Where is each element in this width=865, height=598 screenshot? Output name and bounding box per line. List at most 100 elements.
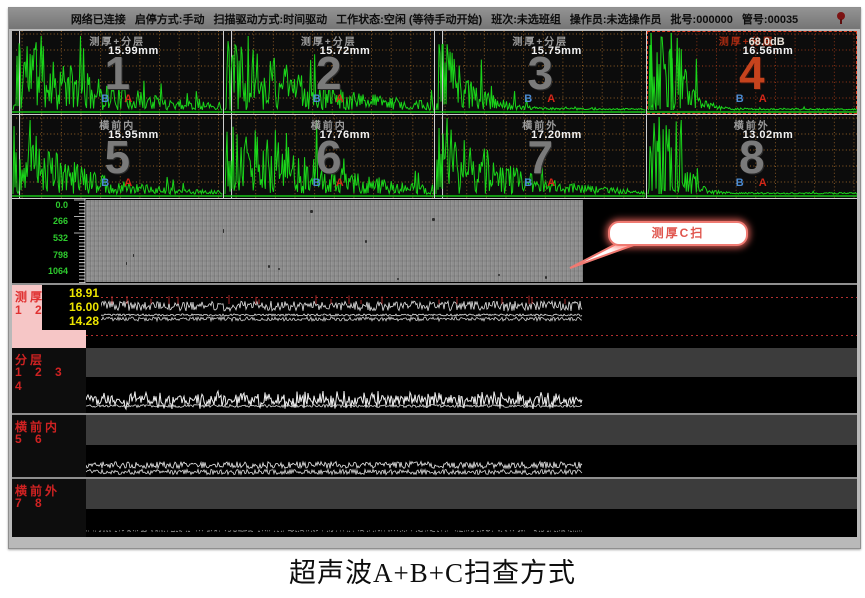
status-network: 网络已连接	[70, 13, 126, 26]
bscan-trace-area	[86, 348, 857, 413]
cscan-indication-speck	[223, 229, 225, 233]
bscan-gray-band	[86, 415, 857, 445]
cscan-indication-speck	[432, 218, 435, 222]
ascan-panel-3[interactable]: 测厚+分层 15.75mm 3 B A	[435, 31, 646, 114]
cscan-indication-speck	[310, 210, 314, 214]
cscan-ruler	[74, 199, 86, 283]
gate-b-marker: B	[101, 93, 111, 105]
channel-mode-label: 测厚+分层	[300, 37, 357, 48]
strip-label: 测厚 1 2 3 18.91 16.00 14.28	[12, 285, 101, 348]
cscan-axis: 0.0 266 532 798 1064	[12, 199, 70, 283]
ascan-waveform	[646, 31, 857, 114]
channel-number: 4	[738, 47, 765, 99]
status-work-state: 工作状态:空闲 (等待手动开始)	[336, 13, 483, 26]
gate-b-marker: B	[735, 177, 745, 189]
strip-name: 横前内	[15, 420, 61, 434]
cscan-indication-speck	[126, 262, 128, 266]
bscan-noise-trace	[86, 460, 583, 476]
cscan-indication-speck	[544, 276, 548, 279]
channel-number: 1	[104, 47, 131, 99]
gate-b-marker: B	[101, 177, 111, 189]
ascan-waveform	[12, 31, 223, 114]
gate-a-marker: A	[335, 177, 345, 189]
bscan-noise-trace	[86, 529, 583, 533]
gate-b-marker: B	[524, 93, 534, 105]
alarm-threshold-line	[86, 335, 857, 336]
thickness-readout: 16.56mm	[742, 45, 794, 57]
thickness-readout: 15.99mm	[108, 45, 159, 57]
axis-tick-label: 266	[52, 216, 68, 226]
bscan-noise-trace	[86, 389, 583, 411]
gate-a-marker: A	[758, 93, 768, 105]
channel-mode-label: 横前内	[99, 121, 136, 132]
divider	[12, 283, 857, 285]
gain-readout: 68.0dB	[748, 36, 785, 48]
cscan-indication-speck	[278, 267, 281, 271]
gate-b-marker: B	[524, 177, 534, 189]
bscan-noise-trace	[86, 295, 583, 323]
thickness-value: 14.28	[68, 314, 99, 328]
strip-label: 横前外 7 8	[12, 479, 86, 537]
cscan-image[interactable]	[86, 200, 583, 282]
strip-label: 分层 1 2 3 4	[12, 348, 86, 413]
strip-name: 分层	[15, 353, 46, 367]
channel-mode-label: 横前外	[522, 121, 559, 132]
strip-channels: 5 6	[15, 432, 47, 446]
pin-icon	[837, 12, 845, 24]
callout-tail	[569, 241, 643, 269]
channel-number: 6	[315, 131, 342, 183]
thickness-values: 18.91 16.00 14.28	[42, 285, 101, 330]
bscan-strip-transverse-inner[interactable]: 横前内 5 6	[12, 415, 857, 477]
bscan-strip-delamination[interactable]: 分层 1 2 3 4	[12, 348, 857, 413]
cscan-indication-speck	[396, 277, 399, 280]
channel-mode-label: 横前外	[733, 121, 770, 132]
channel-number: 7	[527, 131, 554, 183]
alarm-threshold-line	[86, 297, 857, 298]
ascan-waveform	[223, 31, 434, 114]
divider	[12, 477, 857, 479]
channel-number: 2	[315, 47, 342, 99]
gate-b-marker: B	[735, 93, 745, 105]
status-batch-number: 批号:000000	[670, 13, 733, 26]
bscan-trace-area	[86, 479, 857, 537]
ascan-waveform	[223, 115, 434, 198]
thickness-value: 18.91	[68, 286, 99, 300]
bscan-strip-thickness[interactable]: 测厚 1 2 3 18.91 16.00 14.28	[12, 285, 857, 348]
thickness-value: 16.00	[68, 300, 99, 314]
cscan-indication-speck	[365, 239, 368, 243]
channel-mode-label: 横前内	[310, 121, 347, 132]
axis-tick-label: 798	[52, 250, 68, 260]
channel-number: 8	[738, 131, 765, 183]
cscan-indication-speck	[132, 253, 135, 257]
channel-number: 3	[527, 47, 554, 99]
gate-b-marker: B	[312, 93, 322, 105]
status-shift: 班次:未选班组	[491, 13, 561, 26]
figure-caption: 超声波A+B+C扫查方式	[289, 558, 576, 588]
ascan-waveform	[435, 115, 646, 198]
status-operator: 操作员:未选操作员	[569, 13, 662, 26]
status-scan-drive-mode: 扫描驱动方式:时间驱动	[213, 13, 328, 26]
status-bar: 网络已连接 启停方式:手动 扫描驱动方式:时间驱动 工作状态:空闲 (等待手动开…	[9, 8, 860, 29]
channel-mode-label: 测厚+分层	[512, 37, 569, 48]
thickness-readout: 15.95mm	[108, 129, 159, 141]
channel-number: 5	[104, 131, 131, 183]
cscan-callout-label: 测厚C扫	[608, 221, 748, 246]
gate-a-marker: A	[124, 93, 134, 105]
thickness-readout: 15.75mm	[531, 45, 582, 57]
gate-a-marker: A	[547, 93, 557, 105]
bscan-strip-transverse-outer[interactable]: 横前外 7 8	[12, 479, 857, 537]
status-tube-number: 管号:00035	[741, 13, 799, 26]
